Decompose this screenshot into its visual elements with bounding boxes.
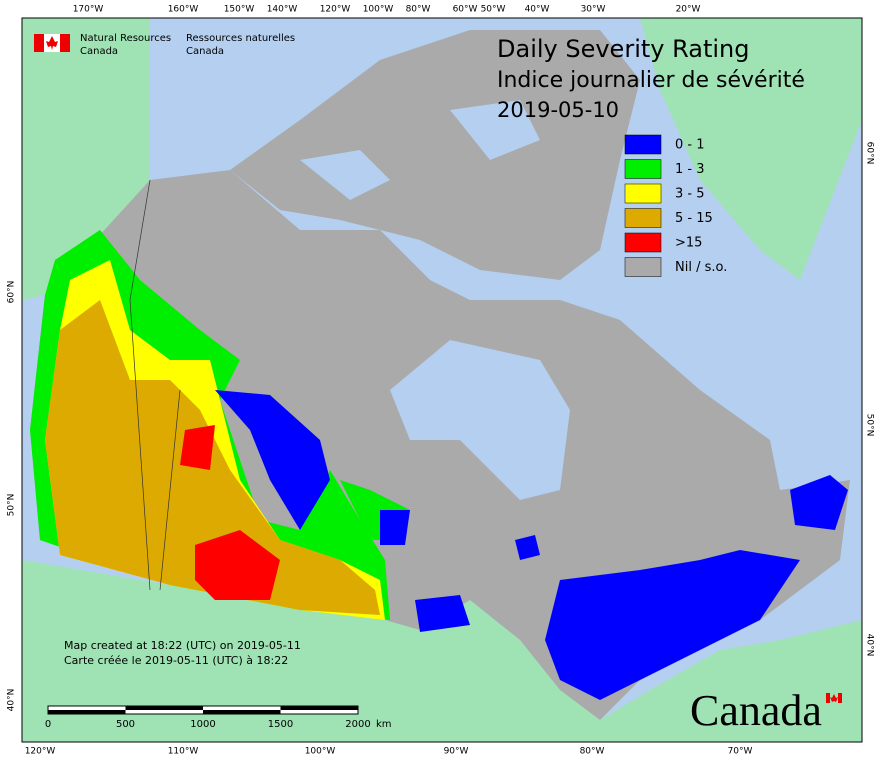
note: Carte créée le 2019-05-11 (UTC) à 18:22 bbox=[64, 654, 288, 667]
hudson-bay bbox=[390, 340, 570, 500]
zone-gt15 bbox=[180, 425, 215, 470]
graticule-label: 120°W bbox=[25, 747, 56, 757]
legend-swatch bbox=[624, 183, 662, 204]
scale-label: 1000 bbox=[190, 719, 215, 730]
agency-en: Canada bbox=[80, 46, 118, 57]
zone-0-1 bbox=[515, 535, 540, 560]
agency-fr: Ressources naturelles bbox=[186, 33, 295, 44]
note: Map created at 18:22 (UTC) on 2019-05-11 bbox=[64, 639, 301, 652]
legend-label: >15 bbox=[675, 236, 702, 251]
graticule-label: 100°W bbox=[363, 5, 394, 15]
channel bbox=[450, 100, 540, 160]
legend-label: Nil / s.o. bbox=[675, 260, 727, 275]
legend-label: 3 - 5 bbox=[675, 187, 705, 202]
graticule-label: 90°W bbox=[444, 747, 469, 757]
graticule-label: 20°W bbox=[676, 5, 701, 15]
zone-0-1 bbox=[215, 390, 330, 530]
graticule-label: 170°W bbox=[73, 5, 104, 15]
zone-0-1 bbox=[545, 550, 800, 700]
scale-label: 500 bbox=[116, 719, 135, 730]
scale-label: 2000 bbox=[345, 719, 370, 730]
scale-bar: 0 500 1000 1500 2000 km bbox=[45, 705, 392, 730]
alaska bbox=[22, 18, 150, 300]
legend: 0 - 1 1 - 3 3 - 5 5 - 15 >15 Nil / s.o. bbox=[624, 134, 727, 277]
graticule-label: 120°W bbox=[320, 5, 351, 15]
flag-bar bbox=[838, 693, 842, 703]
arctic-islands bbox=[230, 30, 640, 280]
zone-0-1 bbox=[380, 510, 410, 545]
graticule-label: 40°N bbox=[7, 689, 17, 712]
zone-0-1 bbox=[415, 595, 470, 632]
graticule-label: 50°W bbox=[481, 5, 506, 15]
legend-label: 1 - 3 bbox=[675, 162, 705, 177]
graticule-label: 150°W bbox=[224, 5, 255, 15]
graticule-label: 30°W bbox=[581, 5, 606, 15]
wordmark-flag bbox=[826, 693, 842, 703]
flag-bar bbox=[60, 34, 70, 52]
graticule-label: 60°N bbox=[865, 142, 875, 165]
border bbox=[129, 179, 151, 591]
map-frame bbox=[21, 17, 863, 743]
border bbox=[159, 389, 181, 591]
scale-segment bbox=[203, 710, 281, 714]
legend-swatch bbox=[624, 232, 662, 253]
graticule-label: 70°W bbox=[728, 747, 753, 757]
zone-5-15 bbox=[45, 300, 380, 615]
graticule-label: 140°W bbox=[267, 5, 298, 15]
legend-swatch bbox=[624, 134, 662, 155]
flag-leaf bbox=[830, 694, 838, 702]
title-fr: Indice journalier de sévérité bbox=[497, 68, 805, 93]
graticule-label: 40°W bbox=[525, 5, 550, 15]
zone-0-1 bbox=[790, 475, 848, 530]
graticule-labels: 170°W 160°W 150°W 140°W 120°W 100°W 80°W 60°W 50… bbox=[7, 5, 875, 757]
flag-bar bbox=[34, 34, 44, 52]
graticule-label: 100°W bbox=[305, 747, 336, 757]
graticule-label: 50°N bbox=[7, 494, 17, 517]
agency-en: Natural Resources bbox=[80, 33, 171, 44]
agency-block: Natural Resources Canada Ressources natu… bbox=[34, 33, 295, 57]
graticule-label: 110°W bbox=[168, 747, 199, 757]
graticule-label: 160°W bbox=[168, 5, 199, 15]
scale-segment bbox=[48, 710, 126, 714]
channel bbox=[300, 150, 390, 200]
scale-label: 0 bbox=[45, 719, 51, 730]
flag-leaf bbox=[46, 36, 58, 50]
scale-segment bbox=[280, 706, 358, 710]
legend-label: 0 - 1 bbox=[675, 138, 705, 153]
graticule-label: 60°W bbox=[453, 5, 478, 15]
scale-label: 1500 bbox=[268, 719, 293, 730]
wordmark: Canada bbox=[690, 686, 822, 735]
legend-swatch bbox=[624, 159, 662, 179]
scale-segment bbox=[125, 706, 203, 710]
legend-swatch bbox=[624, 257, 662, 277]
zone-gt15 bbox=[195, 530, 280, 600]
graticule-label: 80°W bbox=[406, 5, 431, 15]
flag-bar bbox=[826, 693, 830, 703]
map bbox=[21, 17, 863, 743]
title: Daily Severity Rating bbox=[497, 35, 749, 63]
scale-unit: km bbox=[376, 719, 392, 730]
legend-label: 5 - 15 bbox=[675, 211, 713, 226]
agency-fr: Canada bbox=[186, 46, 224, 57]
greenland bbox=[640, 18, 862, 280]
legend-swatch bbox=[624, 208, 662, 228]
date: 2019-05-10 bbox=[497, 98, 619, 122]
graticule-label: 40°N bbox=[865, 634, 875, 657]
graticule-label: 60°N bbox=[7, 281, 17, 304]
usa bbox=[22, 560, 862, 742]
graticule-label: 80°W bbox=[580, 747, 605, 757]
graticule-label: 50°N bbox=[865, 414, 875, 437]
